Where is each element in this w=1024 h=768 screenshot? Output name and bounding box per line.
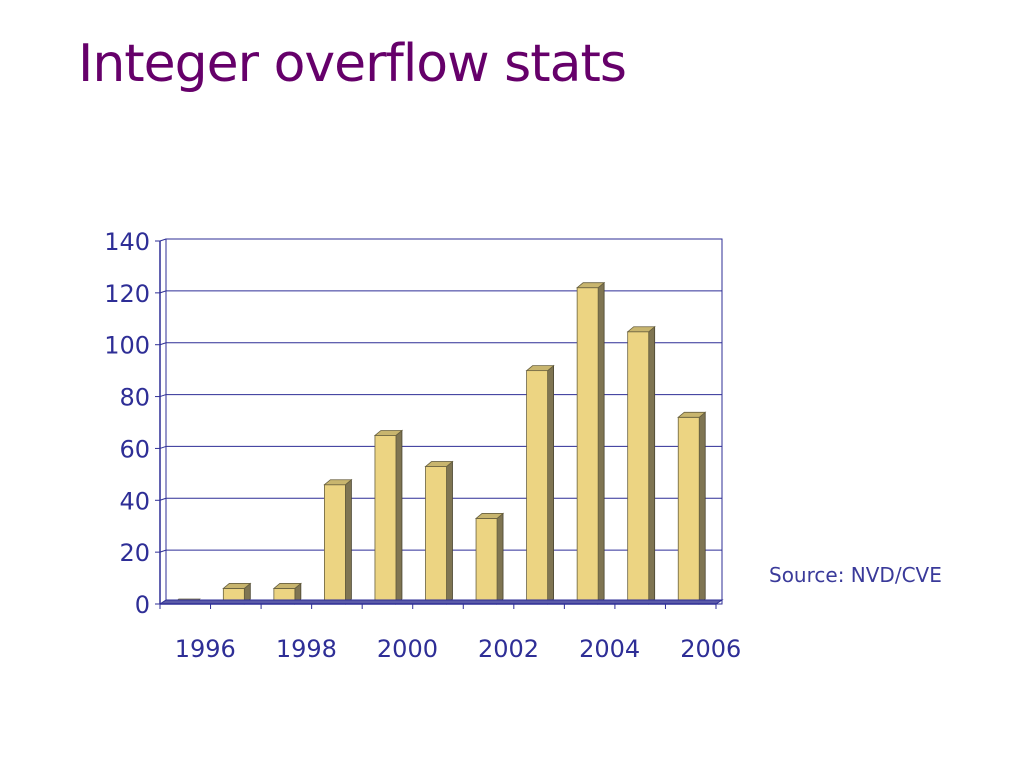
y-tick-label-80: 80 bbox=[119, 384, 150, 412]
bar-top-2004 bbox=[576, 282, 606, 289]
bar-2002 bbox=[474, 512, 505, 605]
x-tick-labels: 1996 1998 2000 2002 2004 2006 bbox=[175, 635, 742, 663]
bar-side-2004 bbox=[597, 281, 605, 605]
gridline-side-80 bbox=[159, 394, 167, 398]
gridline-side-140 bbox=[159, 238, 167, 242]
y-tick-label-120: 120 bbox=[104, 280, 150, 308]
bar-side-2000 bbox=[395, 429, 403, 605]
bar-top-1999 bbox=[323, 479, 353, 486]
bar-1999 bbox=[323, 478, 353, 605]
bar-side-2002 bbox=[496, 512, 504, 605]
y-tick-label-0: 0 bbox=[135, 591, 150, 619]
bar-top-1998 bbox=[272, 583, 302, 589]
bar-top-2006 bbox=[677, 411, 707, 418]
bar-2003 bbox=[525, 364, 555, 605]
y-tick-label-100: 100 bbox=[104, 332, 150, 360]
source-note: Source: NVD/CVE bbox=[769, 563, 942, 587]
bar-front-2004 bbox=[576, 287, 599, 605]
bar-side-2003 bbox=[547, 364, 554, 605]
gridline-side-100 bbox=[159, 342, 167, 346]
bar-top-2003 bbox=[525, 365, 555, 372]
x-tick-label-1996: 1996 bbox=[175, 635, 236, 663]
bar-top-2001 bbox=[424, 461, 454, 467]
bar-side-2005 bbox=[648, 325, 656, 605]
bar-top-2000 bbox=[373, 430, 404, 436]
bar-side-2006 bbox=[698, 411, 706, 605]
slide-title: Integer overflow stats bbox=[78, 34, 627, 94]
gridline-side-20 bbox=[159, 549, 167, 553]
bar-side-2001 bbox=[446, 460, 453, 605]
x-tick-label-2000: 2000 bbox=[377, 635, 438, 663]
bar-front-2002 bbox=[475, 518, 498, 605]
bar-front-2000 bbox=[374, 435, 397, 605]
bar-top-2005 bbox=[626, 326, 656, 333]
y-tick-label-140: 140 bbox=[104, 228, 150, 256]
gridline-side-60 bbox=[159, 445, 167, 449]
bar-side-1999 bbox=[345, 478, 352, 605]
bar-front-2001 bbox=[425, 466, 447, 605]
y-tick-label-40: 40 bbox=[119, 487, 150, 515]
bar-front-2006 bbox=[677, 416, 700, 605]
y-tick-labels: 0 20 40 60 80 100 120 140 bbox=[104, 228, 150, 619]
y-tick-label-20: 20 bbox=[119, 539, 150, 567]
bar-front-1999 bbox=[324, 484, 346, 605]
bar-2000 bbox=[373, 429, 404, 605]
bar-top-1997 bbox=[222, 583, 252, 589]
gridline-side-40 bbox=[159, 497, 167, 501]
bar-2004 bbox=[576, 281, 606, 605]
x-tick-label-1998: 1998 bbox=[276, 635, 337, 663]
bar-2005 bbox=[626, 325, 656, 605]
bar-top-2002 bbox=[474, 513, 505, 519]
bar-front-2003 bbox=[526, 370, 548, 605]
y-tick-label-60: 60 bbox=[119, 435, 150, 463]
axes bbox=[155, 240, 724, 609]
x-tick-label-2004: 2004 bbox=[579, 635, 640, 663]
bar-2001 bbox=[424, 460, 454, 605]
x-tick-label-2006: 2006 bbox=[680, 635, 741, 663]
gridline-side-120 bbox=[159, 290, 167, 294]
bar-front-2005 bbox=[627, 331, 650, 605]
x-tick-label-2002: 2002 bbox=[478, 635, 539, 663]
bar-2006 bbox=[677, 411, 707, 605]
bars bbox=[171, 281, 707, 605]
